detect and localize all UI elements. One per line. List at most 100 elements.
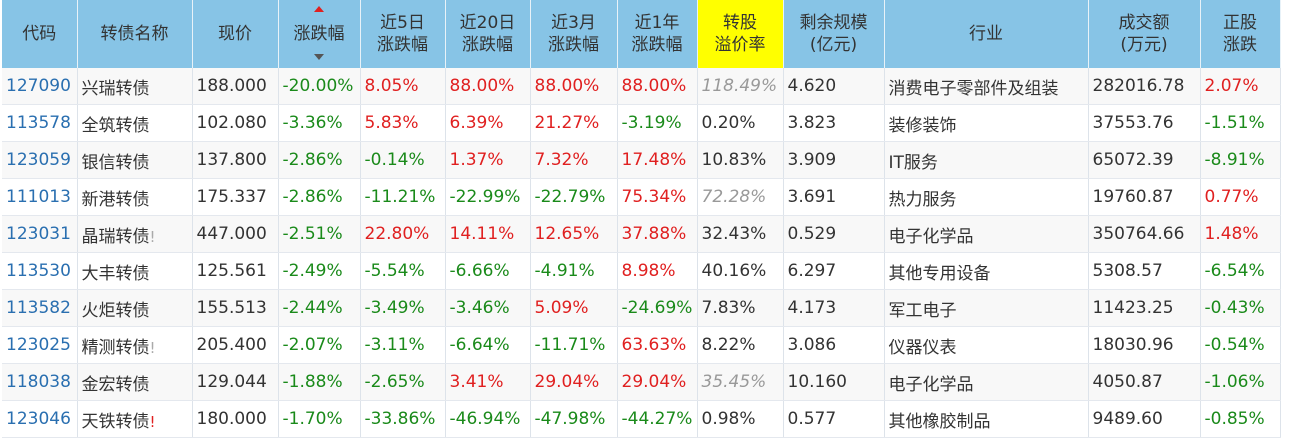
bond-name-cell[interactable]: 天铁转债! bbox=[77, 400, 193, 438]
industry: 装修装饰 bbox=[888, 115, 957, 136]
remaining-size-cell: 3.909 bbox=[783, 141, 885, 179]
header-price[interactable]: 现价 bbox=[192, 0, 279, 68]
table-row[interactable]: 113578 全筑转债 102.080 -3.36% 5.83% 6.39% 21.27% -… bbox=[2, 104, 1281, 142]
stock-change: 2.07% bbox=[1204, 76, 1259, 96]
remaining-size: 4.620 bbox=[787, 76, 837, 96]
header-change[interactable]: 涨跌幅 bbox=[278, 0, 361, 68]
header-amount[interactable]: 成交额 (万元) bbox=[1088, 0, 1201, 68]
remaining-size: 0.577 bbox=[787, 409, 837, 429]
remaining-size-cell: 0.577 bbox=[783, 400, 885, 438]
bond-code: 118038 bbox=[6, 372, 71, 392]
bond-name-cell[interactable]: 大丰转债 bbox=[77, 252, 193, 290]
warning-mark: ! bbox=[149, 338, 156, 357]
remaining-size: 3.823 bbox=[787, 113, 837, 133]
table-row[interactable]: 123031 晶瑞转债! 447.000 -2.51% 22.80% 14.11% 12.6… bbox=[2, 215, 1281, 253]
change-20d-cell: 88.00% bbox=[445, 68, 531, 105]
bond-name: 兴瑞转债 bbox=[81, 78, 150, 99]
change-3m: -22.79% bbox=[534, 187, 606, 207]
header-name[interactable]: 转债名称 bbox=[77, 0, 193, 68]
header-label: 剩余规模 (亿元) bbox=[799, 13, 868, 55]
change-1y: 8.98% bbox=[621, 261, 676, 281]
table-row[interactable]: 123046 天铁转债! 180.000 -1.70% -33.86% -46.94% -4… bbox=[2, 400, 1281, 438]
amount-cell: 19760.87 bbox=[1088, 178, 1201, 216]
bond-name-cell[interactable]: 金宏转债 bbox=[77, 363, 193, 401]
bond-code-cell[interactable]: 123046 bbox=[2, 400, 78, 438]
table-row[interactable]: 118038 金宏转债 129.044 -1.88% -2.65% 3.41% 29.04%… bbox=[2, 363, 1281, 401]
header-change-3m[interactable]: 近3月 涨跌幅 bbox=[530, 0, 618, 68]
table-row[interactable]: 111013 新港转债 175.337 -2.86% -11.21% -22.99% -22… bbox=[2, 178, 1281, 216]
header-code[interactable]: 代码 bbox=[2, 0, 78, 68]
header-remaining-size[interactable]: 剩余规模 (亿元) bbox=[783, 0, 885, 68]
remaining-size: 3.909 bbox=[787, 150, 837, 170]
change-5d: -11.21% bbox=[364, 187, 436, 207]
table-row[interactable]: 113530 大丰转债 125.561 -2.49% -5.54% -6.66% -4.91… bbox=[2, 252, 1281, 290]
change-5d-cell: -5.54% bbox=[360, 252, 446, 290]
bond-code-cell[interactable]: 123031 bbox=[2, 215, 78, 253]
change-5d-cell: -2.65% bbox=[360, 363, 446, 401]
amount-cell: 282016.78 bbox=[1088, 68, 1201, 105]
stock-change-cell: -1.06% bbox=[1200, 363, 1281, 401]
amount-cell: 11423.25 bbox=[1088, 289, 1201, 327]
header-label: 近20日 涨跌幅 bbox=[459, 13, 516, 55]
change: -2.07% bbox=[282, 335, 343, 355]
bond-name-cell[interactable]: 晶瑞转债! bbox=[77, 215, 193, 253]
change-3m-cell: -22.79% bbox=[530, 178, 618, 216]
header-change-5d[interactable]: 近5日 涨跌幅 bbox=[360, 0, 446, 68]
header-stock-change[interactable]: 正股 涨跌 bbox=[1200, 0, 1281, 68]
change-20d: 3.41% bbox=[449, 372, 504, 392]
industry-cell: 仪器仪表 bbox=[884, 326, 1089, 364]
premium-cell: 118.49% bbox=[697, 68, 784, 105]
change-cell: -1.70% bbox=[278, 400, 361, 438]
bond-code-cell[interactable]: 123059 bbox=[2, 141, 78, 179]
header-change-20d[interactable]: 近20日 涨跌幅 bbox=[445, 0, 531, 68]
change-5d: -0.14% bbox=[364, 150, 425, 170]
stock-change: -0.43% bbox=[1204, 298, 1265, 318]
header-label: 近5日 涨跌幅 bbox=[377, 13, 428, 55]
bond-code-cell[interactable]: 113530 bbox=[2, 252, 78, 290]
bond-name-cell[interactable]: 银信转债 bbox=[77, 141, 193, 179]
sort-asc-icon[interactable] bbox=[314, 6, 324, 12]
table-row[interactable]: 123059 银信转债 137.800 -2.86% -0.14% 1.37% 7.32% 1… bbox=[2, 141, 1281, 179]
industry: 电子化学品 bbox=[888, 374, 974, 395]
header-row: 代码 转债名称 现价 涨跌幅 近5日 涨跌幅 近20日 涨跌幅 近3月 涨跌幅 近1年 涨跌幅… bbox=[2, 0, 1281, 68]
bond-code: 123059 bbox=[6, 150, 71, 170]
bond-code-cell[interactable]: 113578 bbox=[2, 104, 78, 142]
bond-code-cell[interactable]: 111013 bbox=[2, 178, 78, 216]
header-change-1y[interactable]: 近1年 涨跌幅 bbox=[617, 0, 698, 68]
header-premium[interactable]: 转股 溢价率 bbox=[697, 0, 784, 68]
stock-change-cell: -0.43% bbox=[1200, 289, 1281, 327]
bond-name-cell[interactable]: 火炬转债 bbox=[77, 289, 193, 327]
stock-change-cell: -6.54% bbox=[1200, 252, 1281, 290]
amount: 282016.78 bbox=[1092, 76, 1185, 96]
sort-desc-icon[interactable] bbox=[314, 54, 324, 60]
premium: 118.49% bbox=[701, 76, 778, 96]
header-label: 涨跌幅 bbox=[293, 24, 345, 44]
bond-name-cell[interactable]: 兴瑞转债 bbox=[77, 68, 193, 105]
premium: 7.83% bbox=[701, 298, 756, 318]
amount: 5308.57 bbox=[1092, 261, 1163, 281]
bond-code: 111013 bbox=[6, 187, 71, 207]
amount: 9489.60 bbox=[1092, 409, 1163, 429]
price-cell: 125.561 bbox=[192, 252, 279, 290]
price-cell: 205.400 bbox=[192, 326, 279, 364]
price-cell: 180.000 bbox=[192, 400, 279, 438]
table-row[interactable]: 113582 火炬转债 155.513 -2.44% -3.49% -3.46% 5.09%… bbox=[2, 289, 1281, 327]
change-1y: 88.00% bbox=[621, 76, 687, 96]
header-industry[interactable]: 行业 bbox=[884, 0, 1089, 68]
industry-cell: 其他橡胶制品 bbox=[884, 400, 1089, 438]
table-row[interactable]: 127090 兴瑞转债 188.000 -20.00% 8.05% 88.00% 88.00… bbox=[2, 68, 1281, 105]
remaining-size-cell: 3.691 bbox=[783, 178, 885, 216]
bond-code-cell[interactable]: 113582 bbox=[2, 289, 78, 327]
change-20d: 6.39% bbox=[449, 113, 504, 133]
bond-name-cell[interactable]: 精测转债! bbox=[77, 326, 193, 364]
table-row[interactable]: 123025 精测转债! 205.400 -2.07% -3.11% -6.64% -11.… bbox=[2, 326, 1281, 364]
bond-code-cell[interactable]: 123025 bbox=[2, 326, 78, 364]
bond-code-cell[interactable]: 118038 bbox=[2, 363, 78, 401]
premium-cell: 10.83% bbox=[697, 141, 784, 179]
bond-name-cell[interactable]: 新港转债 bbox=[77, 178, 193, 216]
amount: 19760.87 bbox=[1092, 187, 1174, 207]
change-3m: 5.09% bbox=[534, 298, 589, 318]
change-5d: -3.11% bbox=[364, 335, 425, 355]
bond-name-cell[interactable]: 全筑转债 bbox=[77, 104, 193, 142]
bond-code-cell[interactable]: 127090 bbox=[2, 68, 78, 105]
